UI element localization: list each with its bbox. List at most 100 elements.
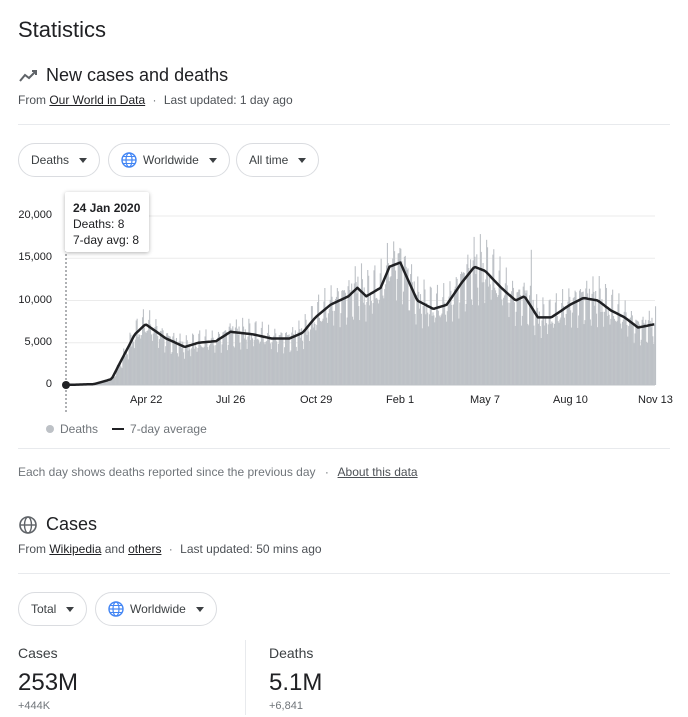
daily-bar — [585, 288, 587, 385]
daily-bar — [343, 290, 345, 385]
range-dropdown[interactable]: All time — [236, 143, 320, 177]
daily-bar — [271, 342, 273, 385]
caret-down-icon — [79, 157, 88, 163]
daily-bar — [301, 328, 303, 385]
daily-bar — [259, 343, 261, 385]
section-header-new-cases: New cases and deaths — [18, 65, 228, 86]
daily-bar — [628, 325, 630, 385]
daily-bar — [166, 333, 168, 385]
source-link-wikipedia[interactable]: Wikipedia — [49, 542, 102, 556]
daily-bar — [574, 290, 576, 385]
daily-bar — [155, 319, 157, 385]
daily-bar — [651, 317, 653, 385]
daily-bar — [477, 287, 479, 385]
daily-bar — [233, 346, 235, 385]
daily-bar — [509, 302, 511, 385]
daily-bar — [466, 264, 468, 385]
about-data-link[interactable]: About this data — [337, 465, 418, 479]
daily-bar — [528, 325, 530, 385]
daily-bar — [157, 335, 159, 385]
source-link-owid[interactable]: Our World in Data — [49, 93, 146, 107]
source-link-others[interactable]: others — [128, 542, 162, 556]
daily-bar — [121, 368, 123, 385]
daily-bar — [367, 269, 369, 385]
region-dropdown-cases[interactable]: Worldwide — [95, 592, 217, 626]
daily-bar — [221, 344, 223, 385]
region-dropdown[interactable]: Worldwide — [108, 143, 230, 177]
note-text: Each day shows deaths reported since the… — [18, 465, 316, 479]
daily-bar — [175, 342, 177, 385]
daily-bar — [181, 348, 183, 385]
daily-bar — [632, 325, 634, 385]
metric-dropdown[interactable]: Deaths — [18, 143, 101, 177]
daily-bar — [554, 323, 556, 385]
daily-bar — [110, 378, 112, 385]
daily-bar — [232, 326, 234, 385]
daily-bar — [394, 270, 397, 385]
caret-down-icon — [195, 606, 204, 612]
divider — [18, 448, 670, 449]
daily-bar — [108, 381, 110, 385]
daily-bar — [192, 333, 194, 385]
daily-bar — [458, 318, 460, 385]
daily-bar — [544, 325, 546, 385]
daily-bar — [134, 339, 136, 385]
daily-bar — [341, 290, 343, 385]
daily-bar — [191, 348, 193, 385]
daily-bar — [198, 333, 200, 385]
daily-bar — [169, 336, 171, 385]
daily-bar — [604, 311, 606, 385]
daily-bar — [453, 289, 455, 385]
daily-bar — [460, 274, 462, 385]
daily-bar — [403, 256, 405, 385]
daily-bar — [356, 293, 358, 385]
daily-bar — [188, 343, 190, 385]
daily-bar — [643, 322, 645, 385]
daily-bar — [545, 316, 547, 385]
stat-delta: +6,841 — [269, 700, 303, 712]
daily-bar — [203, 346, 205, 385]
daily-bar — [464, 311, 466, 385]
daily-bar — [379, 273, 381, 385]
daily-bar — [317, 302, 319, 385]
daily-bar — [371, 313, 373, 385]
daily-bar — [349, 289, 351, 385]
daily-bar — [334, 310, 336, 385]
daily-bar — [457, 289, 459, 385]
x-tick-label: Oct 29 — [300, 394, 333, 406]
daily-bar — [634, 333, 636, 385]
daily-bar — [654, 322, 656, 385]
daily-bar — [360, 289, 362, 385]
daily-bar — [543, 304, 545, 385]
x-tick-label: Apr 22 — [130, 394, 163, 406]
daily-bar — [265, 341, 267, 385]
daily-bar — [461, 273, 464, 385]
daily-bar — [197, 348, 199, 385]
daily-bar — [563, 317, 565, 385]
daily-bar — [384, 289, 386, 385]
total-dropdown[interactable]: Total — [18, 592, 88, 626]
daily-bar — [268, 335, 270, 385]
daily-bar — [577, 327, 579, 385]
daily-bar — [591, 293, 593, 385]
deaths-chart[interactable] — [0, 0, 688, 420]
daily-bar — [122, 357, 124, 385]
daily-bar — [524, 290, 526, 385]
daily-bar — [438, 315, 440, 385]
legend-line-swatch — [112, 428, 125, 430]
daily-bar — [130, 334, 132, 385]
daily-bar — [107, 380, 109, 385]
daily-bar — [528, 295, 531, 385]
daily-bar — [299, 329, 301, 385]
daily-bar — [395, 300, 397, 385]
daily-bar — [278, 335, 280, 385]
daily-bar — [283, 353, 285, 385]
daily-bar — [507, 302, 509, 385]
daily-bar — [196, 351, 198, 385]
daily-bar — [230, 328, 232, 385]
daily-bar — [443, 283, 445, 385]
daily-bar — [314, 323, 316, 385]
daily-bar — [494, 287, 496, 385]
daily-bar — [495, 293, 498, 385]
daily-bar — [333, 325, 335, 385]
